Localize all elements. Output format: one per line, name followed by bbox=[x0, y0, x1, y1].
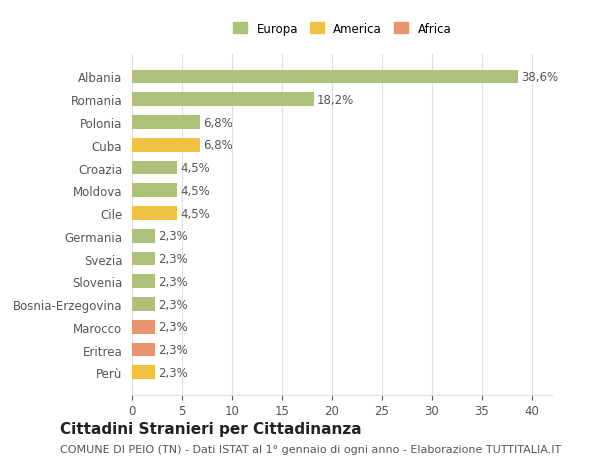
Text: 2,3%: 2,3% bbox=[158, 252, 188, 265]
Text: 38,6%: 38,6% bbox=[521, 71, 558, 84]
Bar bbox=[132, 161, 177, 175]
Bar bbox=[132, 275, 155, 289]
Text: 2,3%: 2,3% bbox=[158, 320, 188, 334]
Text: 2,3%: 2,3% bbox=[158, 298, 188, 311]
Bar bbox=[132, 184, 177, 198]
Bar bbox=[132, 252, 155, 266]
Bar bbox=[132, 116, 200, 129]
Bar bbox=[132, 366, 155, 379]
Text: 2,3%: 2,3% bbox=[158, 275, 188, 288]
Bar bbox=[132, 343, 155, 357]
Text: 2,3%: 2,3% bbox=[158, 343, 188, 356]
Text: 4,5%: 4,5% bbox=[180, 162, 210, 174]
Text: Cittadini Stranieri per Cittadinanza: Cittadini Stranieri per Cittadinanza bbox=[60, 421, 362, 436]
Bar bbox=[132, 93, 314, 107]
Bar bbox=[132, 230, 155, 243]
Text: 4,5%: 4,5% bbox=[180, 185, 210, 197]
Bar bbox=[132, 139, 200, 152]
Text: 4,5%: 4,5% bbox=[180, 207, 210, 220]
Text: 6,8%: 6,8% bbox=[203, 116, 233, 129]
Bar bbox=[132, 71, 518, 84]
Text: COMUNE DI PEIO (TN) - Dati ISTAT al 1° gennaio di ogni anno - Elaborazione TUTTI: COMUNE DI PEIO (TN) - Dati ISTAT al 1° g… bbox=[60, 444, 561, 454]
Bar bbox=[132, 207, 177, 220]
Bar bbox=[132, 297, 155, 311]
Text: 2,3%: 2,3% bbox=[158, 366, 188, 379]
Legend: Europa, America, Africa: Europa, America, Africa bbox=[230, 20, 454, 38]
Text: 18,2%: 18,2% bbox=[317, 94, 354, 106]
Bar bbox=[132, 320, 155, 334]
Text: 6,8%: 6,8% bbox=[203, 139, 233, 152]
Text: 2,3%: 2,3% bbox=[158, 230, 188, 243]
